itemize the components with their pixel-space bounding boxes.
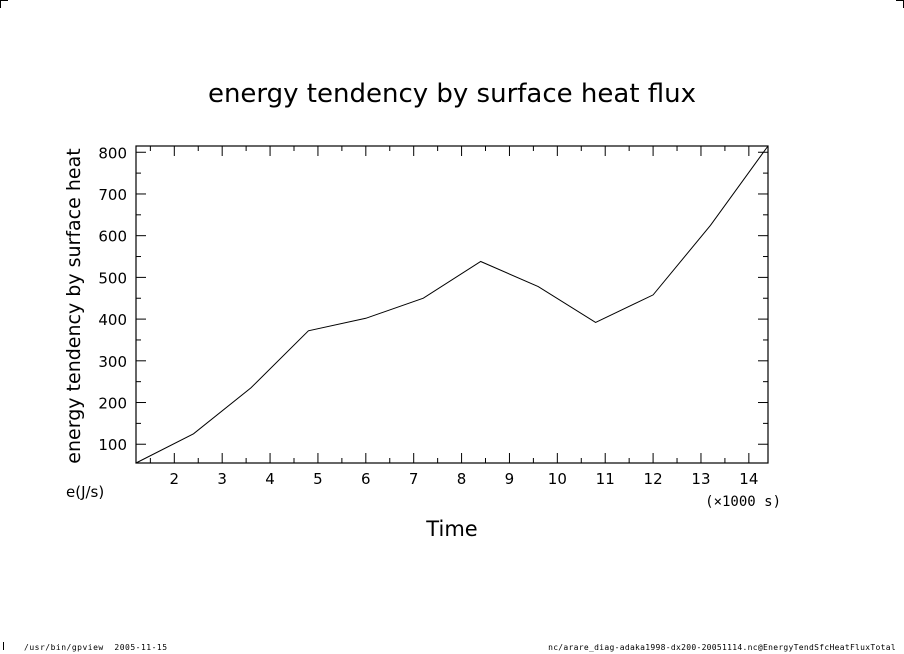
x-tick-label: 7: [409, 470, 419, 488]
y-tick-label: 100: [98, 436, 127, 454]
chart-title: energy tendency by surface heat flux: [208, 79, 696, 109]
footer-right-text: nc/arare_diag-adaka1998-dx200-20051114.n…: [548, 643, 896, 652]
x-tick-label: 9: [505, 470, 515, 488]
x-tick-label: 10: [548, 470, 567, 488]
x-tick-label: 13: [691, 470, 710, 488]
series-layer: [135, 145, 769, 464]
x-tick-label: 11: [596, 470, 615, 488]
x-tick-label: 6: [361, 470, 371, 488]
axis-ticks: 2 3 4 5 6 7 8 9 10 11 12 13 14 100 200 300 400 500 600 700 8…: [98, 144, 768, 488]
corner-mark-top-left: [0, 0, 8, 8]
y-tick-label: 800: [98, 144, 127, 162]
series-line: [135, 145, 769, 464]
x-axis-label: Time: [425, 517, 477, 541]
y-tick-label: 500: [98, 269, 127, 287]
x-axis-unit: (×1000 s): [705, 494, 781, 510]
plot-frame: [135, 145, 769, 464]
x-tick-label: 12: [644, 470, 663, 488]
x-tick-label: 3: [217, 470, 227, 488]
y-tick-label: 300: [98, 353, 127, 371]
y-axis-unit: e(J/s): [66, 483, 104, 501]
y-tick-label: 200: [98, 395, 127, 413]
y-tick-label: 400: [98, 311, 127, 329]
y-tick-label: 700: [98, 186, 127, 204]
x-tick-label: 8: [457, 470, 467, 488]
x-tick-label: 2: [170, 470, 180, 488]
y-tick-label: 600: [98, 228, 127, 246]
footer-tick-mark: [3, 642, 4, 650]
footer-left-text: /usr/bin/gpview 2005-11-15: [24, 643, 168, 652]
x-tick-label: 5: [313, 470, 323, 488]
y-axis-label: energy tendency by surface heat: [63, 148, 85, 463]
x-tick-label: 4: [265, 470, 275, 488]
x-tick-label: 14: [739, 470, 758, 488]
